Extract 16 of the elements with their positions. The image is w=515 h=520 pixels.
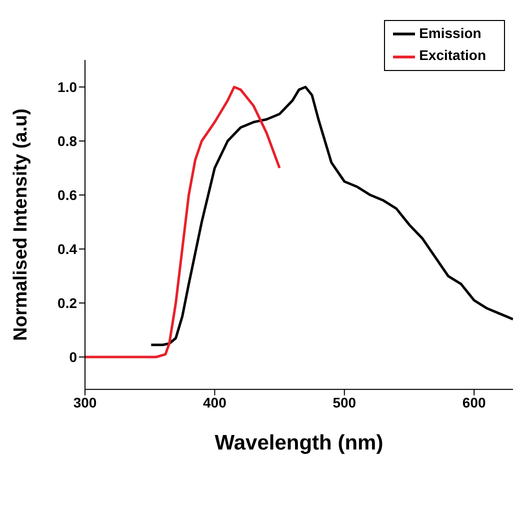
x-tick-label: 500 <box>332 394 356 410</box>
y-tick-label: 0.4 <box>58 240 78 257</box>
y-tick-label: 0.2 <box>58 294 78 311</box>
y-tick-label: 1.0 <box>58 78 78 95</box>
y-tick-label: 0.8 <box>58 132 78 149</box>
x-tick-label: 300 <box>73 394 97 410</box>
x-tick-label: 600 <box>462 394 486 410</box>
x-axis-title: Wavelength (nm) <box>214 431 384 454</box>
x-tick-label: 400 <box>203 394 227 410</box>
line-series <box>85 86 281 358</box>
line-series <box>150 86 513 346</box>
legend-label: Excitation <box>419 47 486 64</box>
legend-label: Emission <box>419 25 482 41</box>
y-axis-title: Normalised Intensity (a.u) <box>10 108 32 341</box>
y-tick-label: 0.6 <box>58 186 78 203</box>
y-tick-label: 0 <box>69 348 78 365</box>
